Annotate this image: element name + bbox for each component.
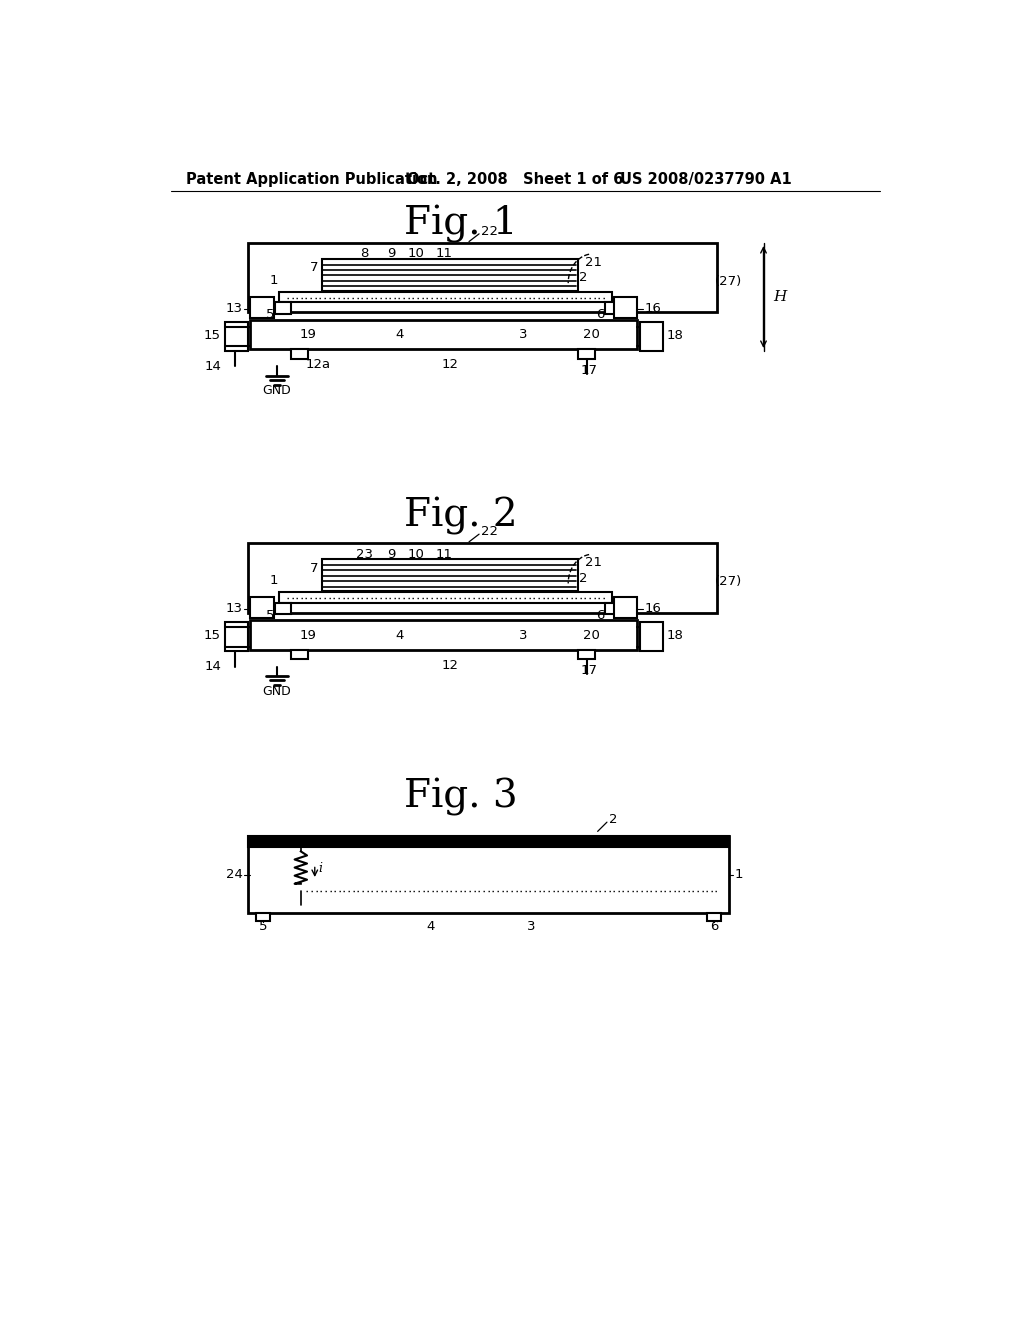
- Text: 11: 11: [435, 247, 453, 260]
- Bar: [225, 322, 248, 351]
- Text: 3: 3: [519, 628, 527, 642]
- Text: 12a: 12a: [305, 358, 331, 371]
- Text: 23: 23: [356, 548, 373, 561]
- Bar: [604, 302, 621, 314]
- Text: i: i: [318, 862, 323, 875]
- Bar: [248, 836, 729, 913]
- Text: 1: 1: [735, 869, 743, 880]
- Bar: [322, 558, 578, 591]
- Bar: [614, 598, 637, 618]
- Text: 13: 13: [225, 602, 243, 615]
- Text: 20: 20: [583, 628, 600, 642]
- Text: 7: 7: [309, 561, 318, 574]
- Text: 16: 16: [645, 602, 662, 615]
- Text: 1: 1: [269, 273, 278, 286]
- Bar: [248, 243, 717, 313]
- Text: US 2008/0237790 A1: US 2008/0237790 A1: [621, 172, 792, 186]
- Bar: [604, 603, 621, 614]
- Text: 15: 15: [204, 630, 221, 643]
- Text: 8: 8: [360, 247, 369, 260]
- Text: 10: 10: [408, 548, 425, 561]
- Text: GND: GND: [262, 384, 291, 397]
- Text: 21: 21: [586, 256, 602, 269]
- Text: 20: 20: [583, 329, 600, 342]
- Bar: [275, 302, 291, 314]
- Text: 2: 2: [579, 271, 588, 284]
- Text: H: H: [773, 290, 786, 304]
- Bar: [251, 321, 637, 350]
- Text: 2: 2: [608, 813, 617, 825]
- Bar: [225, 622, 248, 651]
- Text: 4: 4: [395, 329, 403, 342]
- Text: 19: 19: [299, 329, 316, 342]
- Text: 5: 5: [259, 920, 267, 933]
- Text: 19: 19: [299, 628, 316, 642]
- Bar: [322, 259, 578, 290]
- Text: 5: 5: [265, 308, 274, 321]
- Text: 1: 1: [269, 574, 278, 587]
- Text: 14: 14: [204, 360, 221, 372]
- Bar: [248, 544, 717, 612]
- Text: 24: 24: [226, 869, 243, 880]
- Bar: [291, 649, 308, 659]
- Text: Patent Application Publication: Patent Application Publication: [186, 172, 437, 186]
- Text: Fig. 1: Fig. 1: [404, 205, 518, 243]
- Text: 3: 3: [519, 329, 527, 342]
- Text: 2: 2: [579, 572, 588, 585]
- Bar: [251, 620, 637, 649]
- Text: GND: GND: [262, 685, 291, 698]
- Text: 18: 18: [667, 329, 683, 342]
- Text: (27): (27): [715, 275, 742, 288]
- Text: 4: 4: [395, 628, 403, 642]
- Bar: [291, 350, 308, 359]
- Text: Fig. 2: Fig. 2: [404, 498, 518, 536]
- Bar: [578, 649, 595, 659]
- Text: 22: 22: [480, 224, 498, 238]
- Text: 18: 18: [667, 630, 683, 643]
- Text: 22: 22: [480, 525, 498, 539]
- Text: 10: 10: [408, 247, 425, 260]
- Text: (27): (27): [715, 576, 742, 589]
- Bar: [275, 603, 291, 614]
- Text: Fig. 3: Fig. 3: [404, 779, 518, 817]
- Bar: [256, 913, 270, 921]
- Text: 6: 6: [597, 308, 605, 321]
- Text: 12: 12: [441, 358, 458, 371]
- Text: 16: 16: [645, 302, 662, 315]
- Bar: [614, 297, 637, 318]
- Bar: [280, 591, 612, 603]
- Text: 15: 15: [204, 329, 221, 342]
- Text: 11: 11: [435, 548, 453, 561]
- Bar: [248, 836, 729, 847]
- Text: 6: 6: [710, 920, 718, 933]
- Text: 7: 7: [309, 261, 318, 275]
- Bar: [251, 297, 273, 318]
- Text: 5: 5: [265, 609, 274, 622]
- Text: 21: 21: [586, 556, 602, 569]
- Bar: [578, 350, 595, 359]
- Text: 17: 17: [581, 664, 598, 677]
- Text: 3: 3: [526, 920, 536, 933]
- Text: 6: 6: [597, 609, 605, 622]
- Bar: [640, 322, 663, 351]
- Bar: [280, 292, 612, 302]
- Text: 4: 4: [426, 920, 434, 933]
- Text: 9: 9: [387, 247, 395, 260]
- Text: Oct. 2, 2008   Sheet 1 of 6: Oct. 2, 2008 Sheet 1 of 6: [407, 172, 624, 186]
- Text: 17: 17: [581, 363, 598, 376]
- Text: 9: 9: [387, 548, 395, 561]
- Text: 12: 12: [441, 659, 458, 672]
- Bar: [707, 913, 721, 921]
- Text: 13: 13: [225, 302, 243, 315]
- Bar: [251, 598, 273, 618]
- Text: 14: 14: [204, 660, 221, 673]
- Bar: [640, 622, 663, 651]
